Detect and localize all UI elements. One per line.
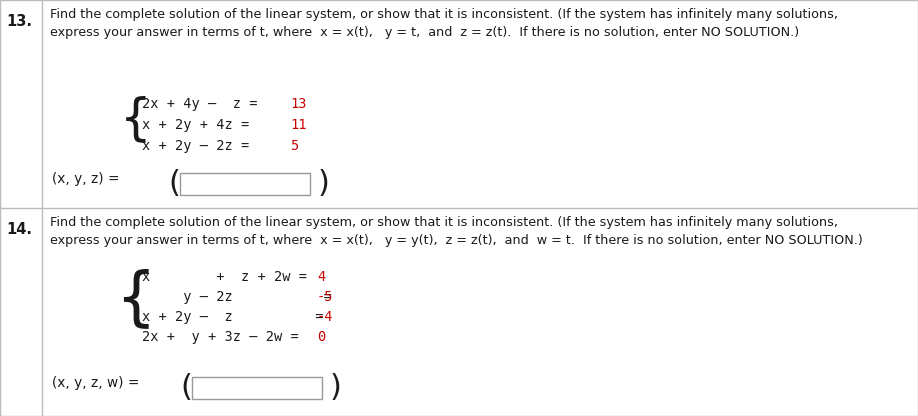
Text: (x, y, z, w) =: (x, y, z, w) = xyxy=(52,376,144,390)
Text: 5: 5 xyxy=(290,139,298,153)
Text: (x, y, z) =: (x, y, z) = xyxy=(52,172,124,186)
Text: 13: 13 xyxy=(290,97,307,111)
FancyBboxPatch shape xyxy=(180,173,310,195)
Text: 0: 0 xyxy=(317,330,325,344)
Text: {: { xyxy=(120,95,151,143)
Text: y – 2z           =: y – 2z = xyxy=(142,290,340,304)
Text: -5: -5 xyxy=(317,290,333,304)
Text: express your answer in terms of t, where  x = x(t),   y = y(t),  z = z(t),  and : express your answer in terms of t, where… xyxy=(50,234,863,247)
Text: 4: 4 xyxy=(317,270,325,284)
Text: x + 2y – 2z =: x + 2y – 2z = xyxy=(142,139,258,153)
Text: 13.: 13. xyxy=(6,14,32,29)
Text: Find the complete solution of the linear system, or show that it is inconsistent: Find the complete solution of the linear… xyxy=(50,216,838,229)
Text: 14.: 14. xyxy=(6,222,32,237)
FancyBboxPatch shape xyxy=(192,377,322,399)
Text: x + 2y + 4z =: x + 2y + 4z = xyxy=(142,118,258,132)
Text: 2x + 4y –  z =: 2x + 4y – z = xyxy=(142,97,265,111)
Text: 11: 11 xyxy=(290,118,307,132)
Text: (: ( xyxy=(180,373,192,402)
Text: Find the complete solution of the linear system, or show that it is inconsistent: Find the complete solution of the linear… xyxy=(50,8,838,21)
Text: 2x +  y + 3z – 2w =: 2x + y + 3z – 2w = xyxy=(142,330,307,344)
Text: ): ) xyxy=(330,373,341,402)
Text: -4: -4 xyxy=(317,310,333,324)
Text: ): ) xyxy=(318,169,330,198)
Text: x        +  z + 2w =: x + z + 2w = xyxy=(142,270,315,284)
Text: (: ( xyxy=(168,169,180,198)
Text: x + 2y –  z          =: x + 2y – z = xyxy=(142,310,331,324)
Text: {: { xyxy=(115,268,156,330)
Text: express your answer in terms of t, where  x = x(t),   y = t,  and  z = z(t).  If: express your answer in terms of t, where… xyxy=(50,26,800,39)
